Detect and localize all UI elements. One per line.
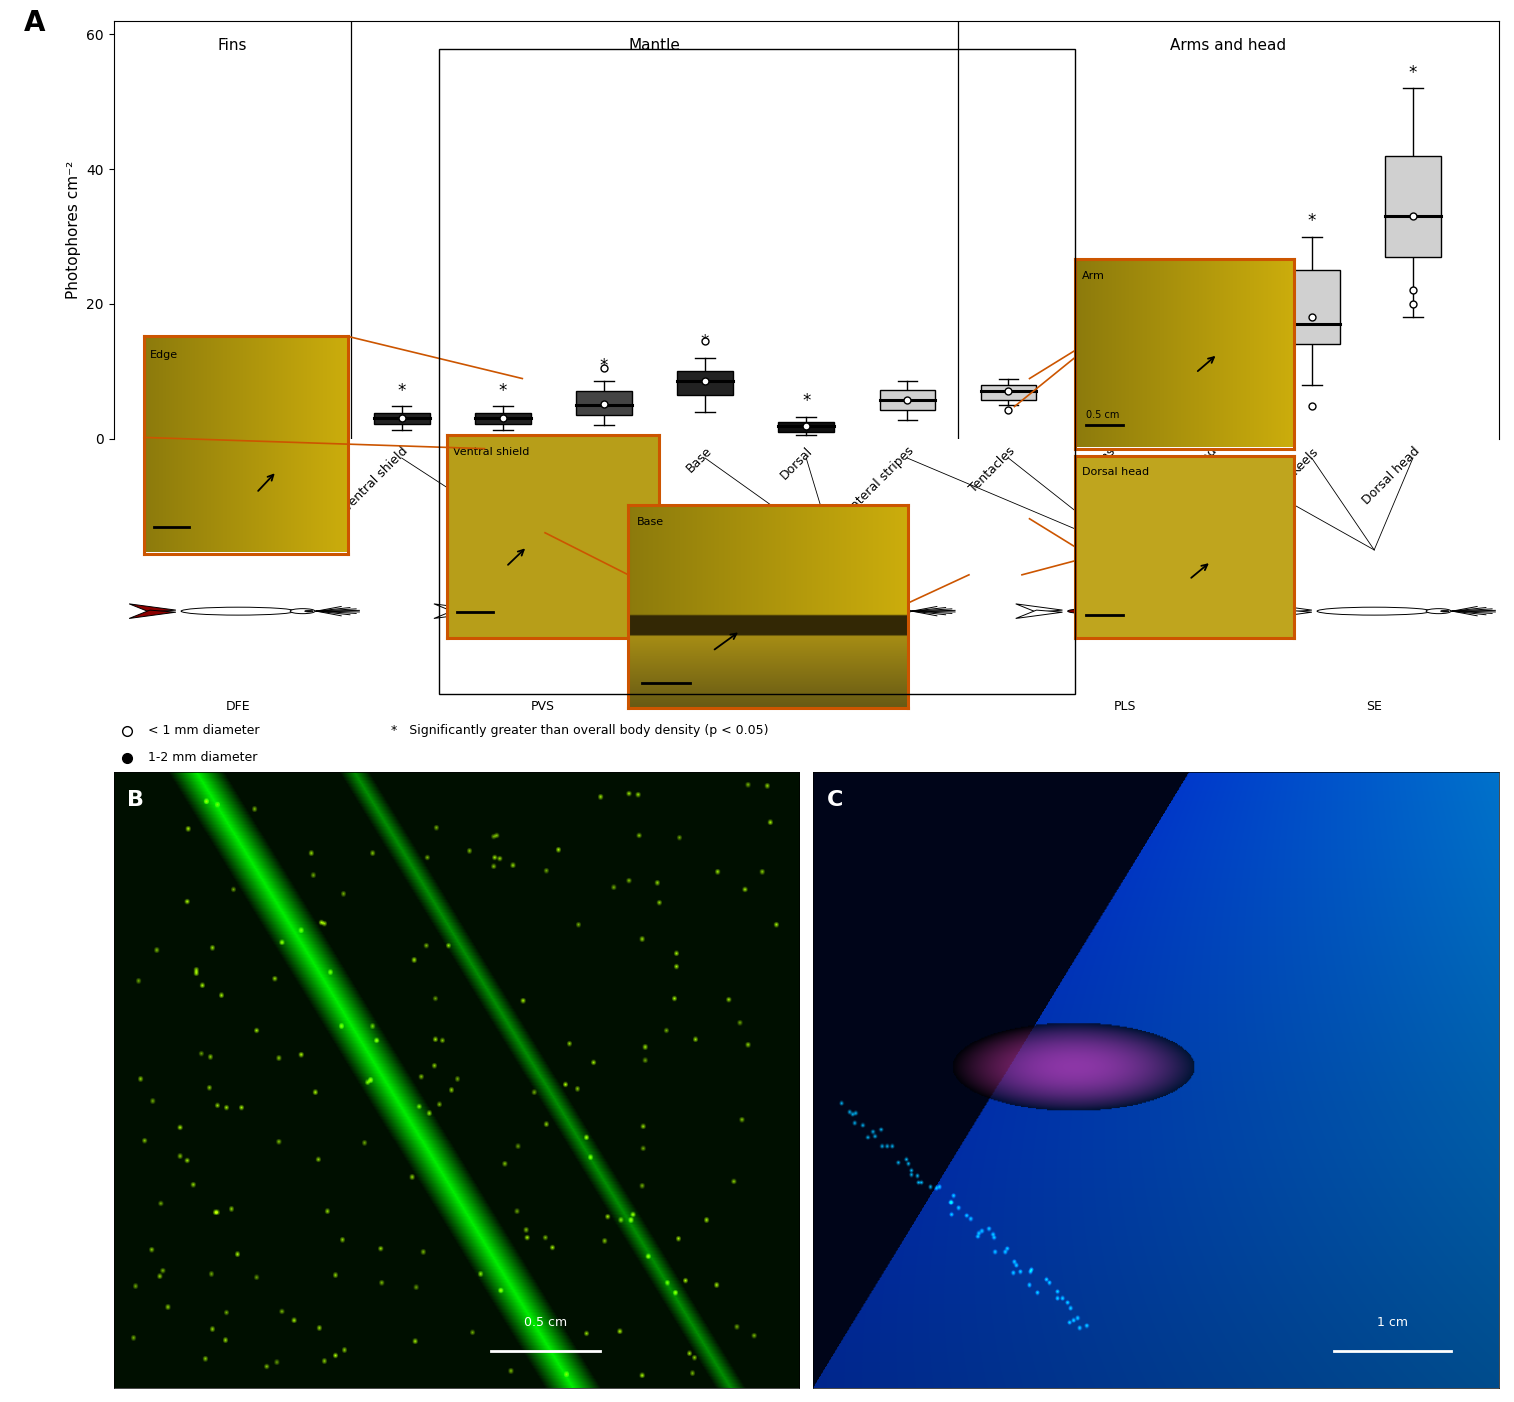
Text: Ventral shield: Ventral shield: [453, 447, 530, 457]
Ellipse shape: [486, 607, 600, 615]
Text: Arm: Arm: [1081, 271, 1104, 282]
Bar: [880, 390, 936, 411]
Text: 0.5 cm: 0.5 cm: [524, 1316, 568, 1329]
Polygon shape: [129, 604, 176, 613]
Text: A: A: [24, 8, 45, 36]
Text: Base: Base: [683, 444, 715, 475]
Ellipse shape: [182, 607, 295, 615]
Bar: [1284, 271, 1340, 345]
Text: C: C: [827, 791, 843, 810]
Text: Dorsal head: Dorsal head: [1360, 444, 1422, 506]
Bar: [475, 414, 531, 423]
Text: SE: SE: [1366, 700, 1382, 714]
Circle shape: [886, 608, 911, 614]
Text: Fins: Fins: [218, 38, 247, 53]
Polygon shape: [1016, 610, 1063, 618]
Text: *: *: [1408, 63, 1417, 81]
Text: Mantle: Mantle: [628, 38, 680, 53]
Text: *: *: [398, 381, 406, 400]
Text: Arms: Arms: [1087, 444, 1119, 475]
Text: *: *: [1207, 265, 1214, 283]
Ellipse shape: [1317, 607, 1431, 615]
Circle shape: [1426, 608, 1450, 614]
Text: *: *: [498, 381, 507, 400]
Text: *: *: [701, 334, 709, 350]
Circle shape: [595, 608, 619, 614]
Ellipse shape: [1067, 607, 1182, 615]
Circle shape: [901, 610, 908, 613]
Text: Lateral stripes: Lateral stripes: [843, 444, 916, 517]
Text: Arms and head: Arms and head: [1170, 38, 1287, 53]
Text: 1 cm: 1 cm: [1378, 1316, 1408, 1329]
Polygon shape: [1266, 610, 1311, 618]
Text: Ventral stripe: Ventral stripe: [545, 444, 613, 513]
Text: Ventral head: Ventral head: [1154, 444, 1220, 510]
Bar: [1182, 314, 1238, 372]
Text: *   Significantly greater than overall body density (p < 0.05): * Significantly greater than overall bod…: [391, 723, 768, 737]
Circle shape: [610, 610, 618, 613]
Text: Ventral: Ventral: [471, 444, 512, 485]
Text: DMB: DMB: [819, 700, 848, 714]
Text: < 1 mm diameter: < 1 mm diameter: [148, 723, 260, 737]
Text: 0.5 cm: 0.5 cm: [1086, 411, 1119, 421]
Text: Tentacles: Tentacles: [967, 444, 1017, 495]
Polygon shape: [435, 610, 480, 618]
Text: *: *: [802, 393, 810, 411]
Text: 1-2 mm diameter: 1-2 mm diameter: [148, 751, 257, 764]
Bar: [273, 355, 329, 381]
Text: Dorsal head: Dorsal head: [1081, 467, 1149, 477]
Text: Dorsal: Dorsal: [778, 444, 816, 482]
Text: Center: Center: [170, 444, 209, 484]
Text: Edge: Edge: [150, 350, 179, 360]
Polygon shape: [1016, 604, 1063, 613]
Bar: [577, 391, 631, 415]
Polygon shape: [1266, 604, 1311, 613]
Ellipse shape: [777, 607, 892, 615]
Circle shape: [1176, 608, 1202, 614]
Circle shape: [291, 608, 315, 614]
Bar: [1081, 331, 1137, 379]
Text: Base: Base: [637, 517, 663, 527]
Text: PLS: PLS: [1114, 700, 1136, 714]
Circle shape: [1441, 610, 1449, 613]
Text: *: *: [600, 356, 609, 374]
Y-axis label: Photophores cm⁻²: Photophores cm⁻²: [65, 161, 80, 299]
Bar: [778, 422, 834, 432]
Bar: [374, 414, 430, 423]
Circle shape: [304, 610, 313, 613]
Text: *: *: [1308, 212, 1316, 230]
Bar: [171, 400, 227, 416]
Polygon shape: [725, 610, 772, 618]
Text: Edge: Edge: [279, 444, 310, 475]
Polygon shape: [435, 604, 480, 613]
Text: PVS: PVS: [531, 700, 556, 714]
Polygon shape: [725, 604, 772, 613]
Text: *: *: [1105, 283, 1114, 300]
Polygon shape: [129, 610, 176, 618]
Text: DFE: DFE: [226, 700, 250, 714]
Text: B: B: [127, 791, 144, 810]
Bar: [1385, 156, 1441, 257]
Bar: [677, 372, 733, 395]
Text: Keels: Keels: [1288, 444, 1322, 477]
Text: Ventral shield: Ventral shield: [341, 444, 410, 513]
Bar: [981, 384, 1036, 400]
Circle shape: [1192, 610, 1199, 613]
